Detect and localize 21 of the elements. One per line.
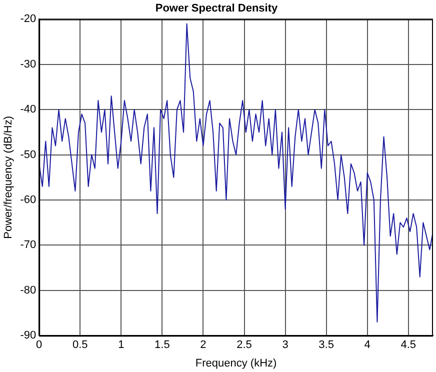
x-tick-label: 0.5 <box>72 339 88 352</box>
y-tick-label: -60 <box>20 194 36 206</box>
y-tick-label: -20 <box>20 13 36 26</box>
y-tick-label: -70 <box>20 239 36 252</box>
x-tick-label: 4 <box>364 339 370 352</box>
x-tick-label: 4.5 <box>400 339 416 352</box>
chart-title: Power Spectral Density <box>155 2 279 15</box>
y-tick-label: -40 <box>20 104 36 116</box>
x-tick-label: 3 <box>282 339 288 352</box>
x-tick-label: 1.5 <box>154 339 170 352</box>
x-tick-label: 2 <box>200 339 206 352</box>
y-tick-label: -80 <box>20 284 36 296</box>
y-axis-title: Power/frequency (dB/Hz) <box>2 116 15 239</box>
x-tick-label: 3.5 <box>318 339 334 352</box>
y-tick-label: -90 <box>20 330 36 342</box>
x-tick-label: 0 <box>36 339 42 352</box>
x-tick-label: 2.5 <box>236 339 252 352</box>
y-tick-label: -50 <box>20 148 36 161</box>
x-axis-title: Frequency (kHz) <box>195 357 277 370</box>
x-tick-label: 1 <box>118 339 124 352</box>
y-tick-label: -30 <box>20 58 36 70</box>
